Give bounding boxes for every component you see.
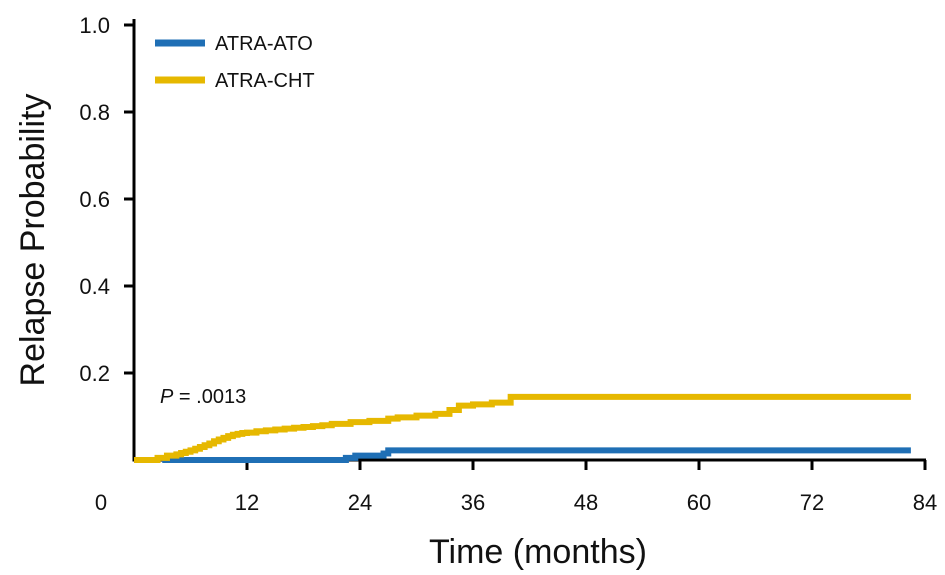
tick-marks: 0.2 0.4 0.6 0.8 1.0 0 12 24 36 48 60 72 84 (79, 13, 937, 515)
y-tick-label: 0.6 (79, 187, 110, 212)
x-tick-label: 36 (461, 490, 485, 515)
p-value-text: = .0013 (173, 386, 246, 408)
legend-label: ATRA-CHT (215, 70, 315, 92)
x-tick-label: 72 (800, 490, 824, 515)
series-lines (134, 393, 911, 463)
y-tick-label: 0.2 (79, 361, 110, 386)
p-value-annotation: P = .0013 (160, 386, 246, 408)
legend: ATRA-ATO ATRA-CHT (155, 33, 315, 92)
y-axis-title: Relapse Probability (14, 94, 52, 387)
x-tick-label: 84 (913, 490, 937, 515)
x-tick-label: 0 (95, 490, 107, 515)
y-tick-label: 0.8 (79, 100, 110, 125)
x-tick-label: 24 (348, 490, 372, 515)
x-tick-label: 12 (235, 490, 259, 515)
y-tick-label: 0.4 (79, 274, 110, 299)
p-value-symbol: P (160, 386, 174, 408)
x-axis-title: Time (months) (429, 533, 647, 571)
series-line-atra-ato (162, 447, 911, 463)
series-line-atra-cht (134, 393, 911, 463)
x-tick-label: 60 (687, 490, 711, 515)
x-tick-label: 48 (574, 490, 598, 515)
y-tick-label: 1.0 (79, 13, 110, 38)
legend-label: ATRA-ATO (215, 33, 313, 55)
